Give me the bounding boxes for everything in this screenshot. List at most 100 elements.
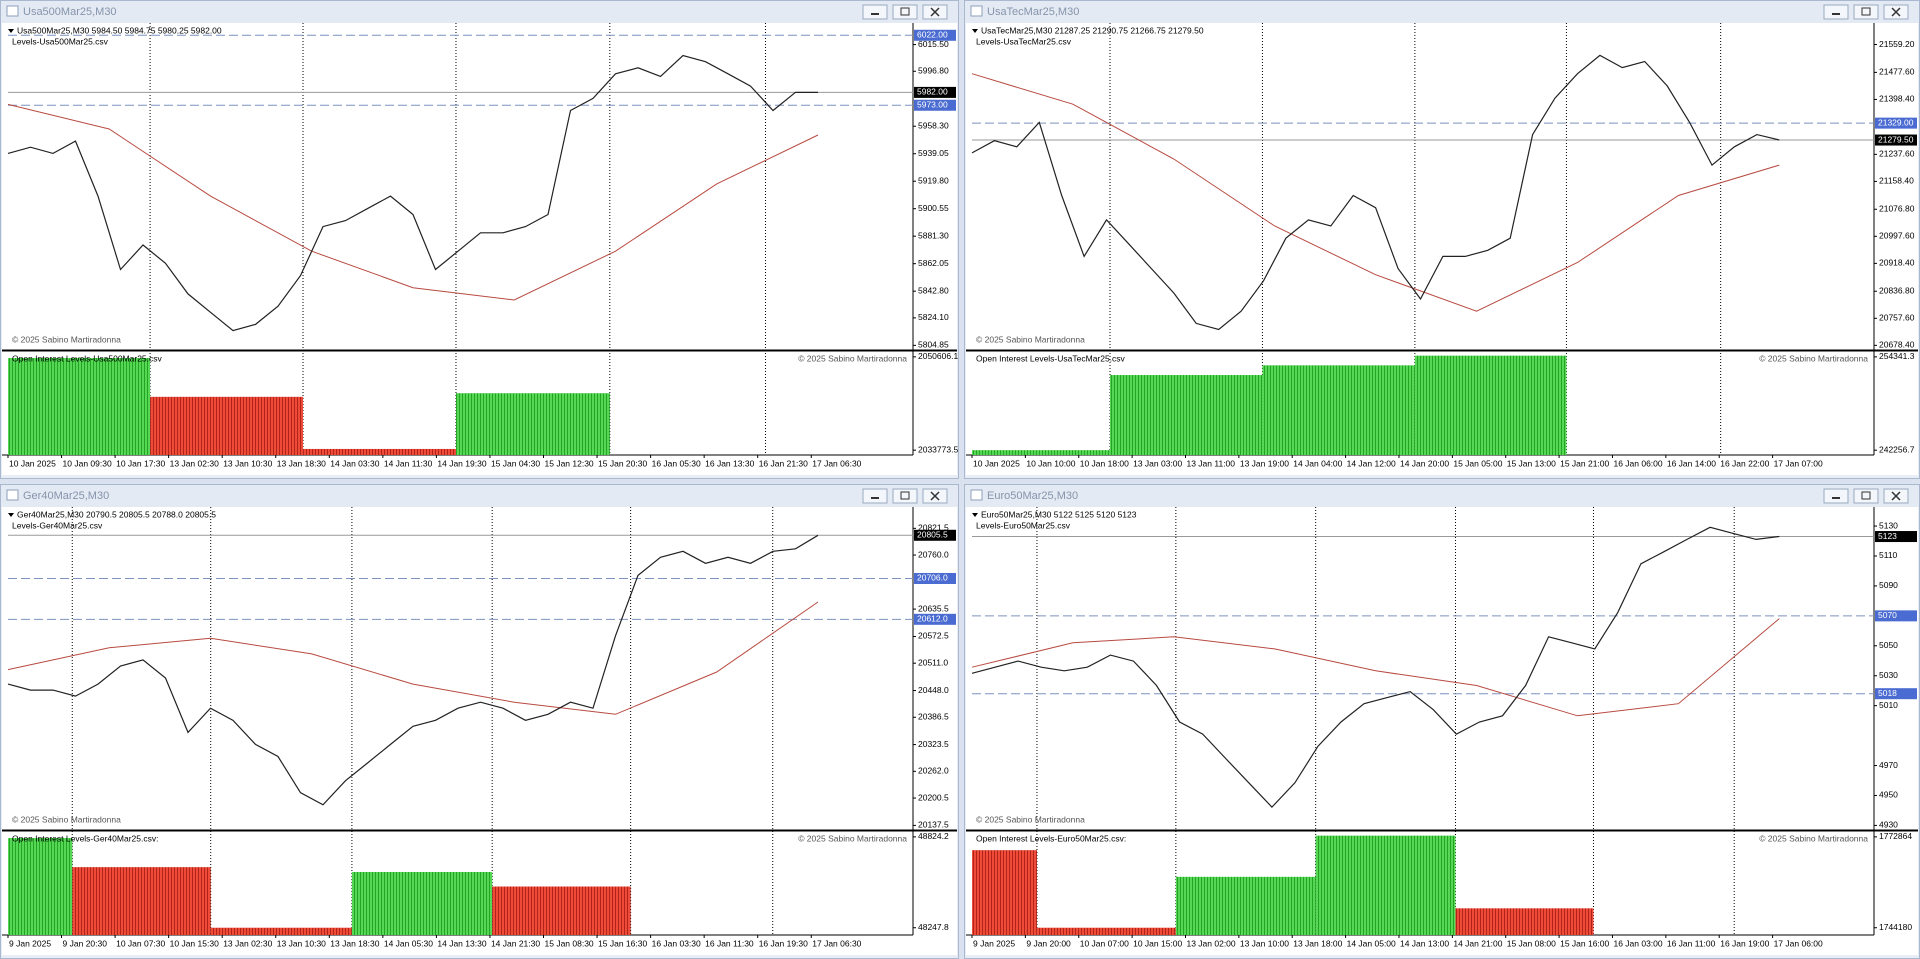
- time-label: 15 Jan 05:00: [1453, 458, 1502, 468]
- time-label: 9 Jan 2025: [973, 938, 1015, 948]
- window-title: UsaTecMar25,M30: [987, 6, 1079, 18]
- time-label: 14 Jan 12:00: [1347, 458, 1396, 468]
- level-label: 20612.0: [917, 614, 948, 624]
- chart-window: Euro50Mar25,M30 5130 5110 5090 5050 5030 5010 4…: [964, 484, 1920, 959]
- minimize-button[interactable]: [862, 488, 888, 504]
- open-interest-block: [303, 448, 456, 455]
- chart-window: Ger40Mar25,M30 20821.5 20760.0 20635.5 20572…: [0, 484, 959, 959]
- chart-window: Usa500Mar25,M30 6015.50 5996.80 5958.30 5939…: [0, 0, 959, 479]
- oi-label: Open Interest Levels-Euro50Mar25.csv:: [976, 833, 1126, 843]
- time-label: 14 Jan 19:30: [437, 458, 486, 468]
- open-interest-block: [210, 927, 352, 935]
- maximize-button[interactable]: [892, 4, 918, 20]
- minimize-button[interactable]: [1823, 488, 1849, 504]
- y-tick-label: 6015.50: [918, 39, 949, 49]
- current-price-bg: [1875, 134, 1917, 146]
- y-tick-label: 5939.05: [918, 148, 949, 158]
- time-label: 13 Jan 02:30: [170, 458, 219, 468]
- y-tick-label: 20821.5: [918, 523, 949, 533]
- oi-tick-label: 48247.8: [918, 922, 949, 932]
- time-label: 13 Jan 03:00: [1133, 458, 1182, 468]
- copyright: © 2025 Sabino Martiradonna: [976, 814, 1085, 824]
- time-label: 14 Jan 21:00: [1453, 938, 1502, 948]
- header-marker: [8, 513, 14, 517]
- y-tick-label: 5958.30: [918, 120, 949, 130]
- window-title: Usa500Mar25,M30: [23, 6, 117, 18]
- y-tick-label: 5919.80: [918, 175, 949, 185]
- y-tick-label: 20836.80: [1879, 285, 1915, 295]
- oi-tick-label: 48824.2: [918, 831, 949, 841]
- level-label: 20706.0: [917, 573, 948, 583]
- time-label: 13 Jan 02:30: [223, 938, 272, 948]
- time-label: 13 Jan 10:00: [1240, 938, 1289, 948]
- copyright: © 2025 Sabino Martiradonna: [12, 814, 121, 824]
- y-tick-label: 20323.5: [918, 739, 949, 749]
- minimize-button[interactable]: [862, 4, 888, 20]
- time-label: 14 Jan 13:30: [437, 938, 486, 948]
- time-label: 13 Jan 11:00: [1186, 458, 1235, 468]
- time-label: 14 Jan 03:30: [330, 458, 379, 468]
- level-label: 5070: [1878, 610, 1897, 620]
- title-bar: [1, 485, 958, 507]
- maximize-button[interactable]: [1853, 4, 1879, 20]
- time-label: 15 Jan 16:30: [598, 938, 647, 948]
- level-label-bg: [914, 99, 956, 111]
- time-label: 13 Jan 10:30: [223, 458, 272, 468]
- time-label: 14 Jan 11:30: [384, 458, 433, 468]
- level-label: 5018: [1878, 688, 1897, 698]
- button-glyph: [1861, 7, 1871, 16]
- time-label: 16 Jan 19:00: [1720, 938, 1769, 948]
- time-label: 16 Jan 22:00: [1720, 458, 1769, 468]
- window-icon: [970, 5, 983, 17]
- oi-tick-label: 1772864: [1879, 831, 1912, 841]
- oi-tick-label: 242256.7: [1879, 444, 1915, 454]
- y-tick-label: 5010: [1879, 700, 1898, 710]
- time-label: 14 Jan 21:30: [491, 938, 540, 948]
- current-price-bg: [914, 529, 956, 541]
- oi-tick-label: 2050606.1: [918, 351, 958, 361]
- level-label: 6022.00: [917, 30, 948, 40]
- window-title: Ger40Mar25,M30: [23, 490, 109, 502]
- levels-file: Levels-Usa500Mar25.csv: [12, 36, 109, 46]
- minimize-button[interactable]: [1823, 4, 1849, 20]
- level-label-bg: [1875, 117, 1917, 129]
- open-interest-block: [1414, 355, 1567, 455]
- y-tick-label: 20997.60: [1879, 231, 1915, 241]
- y-tick-label: 4930: [1879, 820, 1898, 830]
- y-tick-label: 20572.5: [918, 631, 949, 641]
- copyright: © 2025 Sabino Martiradonna: [798, 353, 907, 363]
- time-label: 16 Jan 19:30: [759, 938, 808, 948]
- time-label: 10 Jan 09:30: [63, 458, 112, 468]
- time-label: 16 Jan 14:00: [1667, 458, 1716, 468]
- open-interest-block: [351, 871, 493, 935]
- y-tick-label: 20137.5: [918, 820, 949, 830]
- level-label-bg: [914, 29, 956, 41]
- y-tick-label: 21398.40: [1879, 94, 1915, 104]
- time-label: 15 Jan 04:30: [491, 458, 540, 468]
- y-tick-label: 21237.60: [1879, 149, 1915, 159]
- maximize-button[interactable]: [1853, 488, 1879, 504]
- current-price-label: 5982.00: [917, 87, 948, 97]
- time-label: 9 Jan 20:30: [63, 938, 108, 948]
- level-label-bg: [914, 613, 956, 625]
- y-tick-label: 20511.0: [918, 657, 948, 667]
- y-tick-label: 4970: [1879, 760, 1898, 770]
- maximize-button[interactable]: [892, 488, 918, 504]
- button-glyph: [930, 7, 940, 17]
- button-glyph: [1861, 491, 1871, 500]
- time-label: 14 Jan 20:00: [1400, 458, 1449, 468]
- symbol-header: Ger40Mar25,M30 20790.5 20805.5 20788.0 2…: [17, 509, 216, 519]
- open-interest-block: [1262, 365, 1415, 455]
- oi-tick-label: 254341.3: [1879, 351, 1915, 361]
- y-tick-label: 21158.40: [1879, 176, 1914, 186]
- copyright: © 2025 Sabino Martiradonna: [12, 334, 121, 344]
- symbol-header: UsaTecMar25,M30 21287.25 21290.75 21266.…: [981, 25, 1204, 35]
- levels-file: Levels-Ger40Mar25.csv: [12, 520, 103, 530]
- copyright: © 2025 Sabino Martiradonna: [976, 334, 1085, 344]
- title-bar: [965, 485, 1919, 507]
- time-label: 10 Jan 18:00: [1080, 458, 1129, 468]
- time-label: 10 Jan 15:00: [1133, 938, 1182, 948]
- time-label: 16 Jan 11:00: [1667, 938, 1716, 948]
- open-interest-block: [972, 450, 1111, 455]
